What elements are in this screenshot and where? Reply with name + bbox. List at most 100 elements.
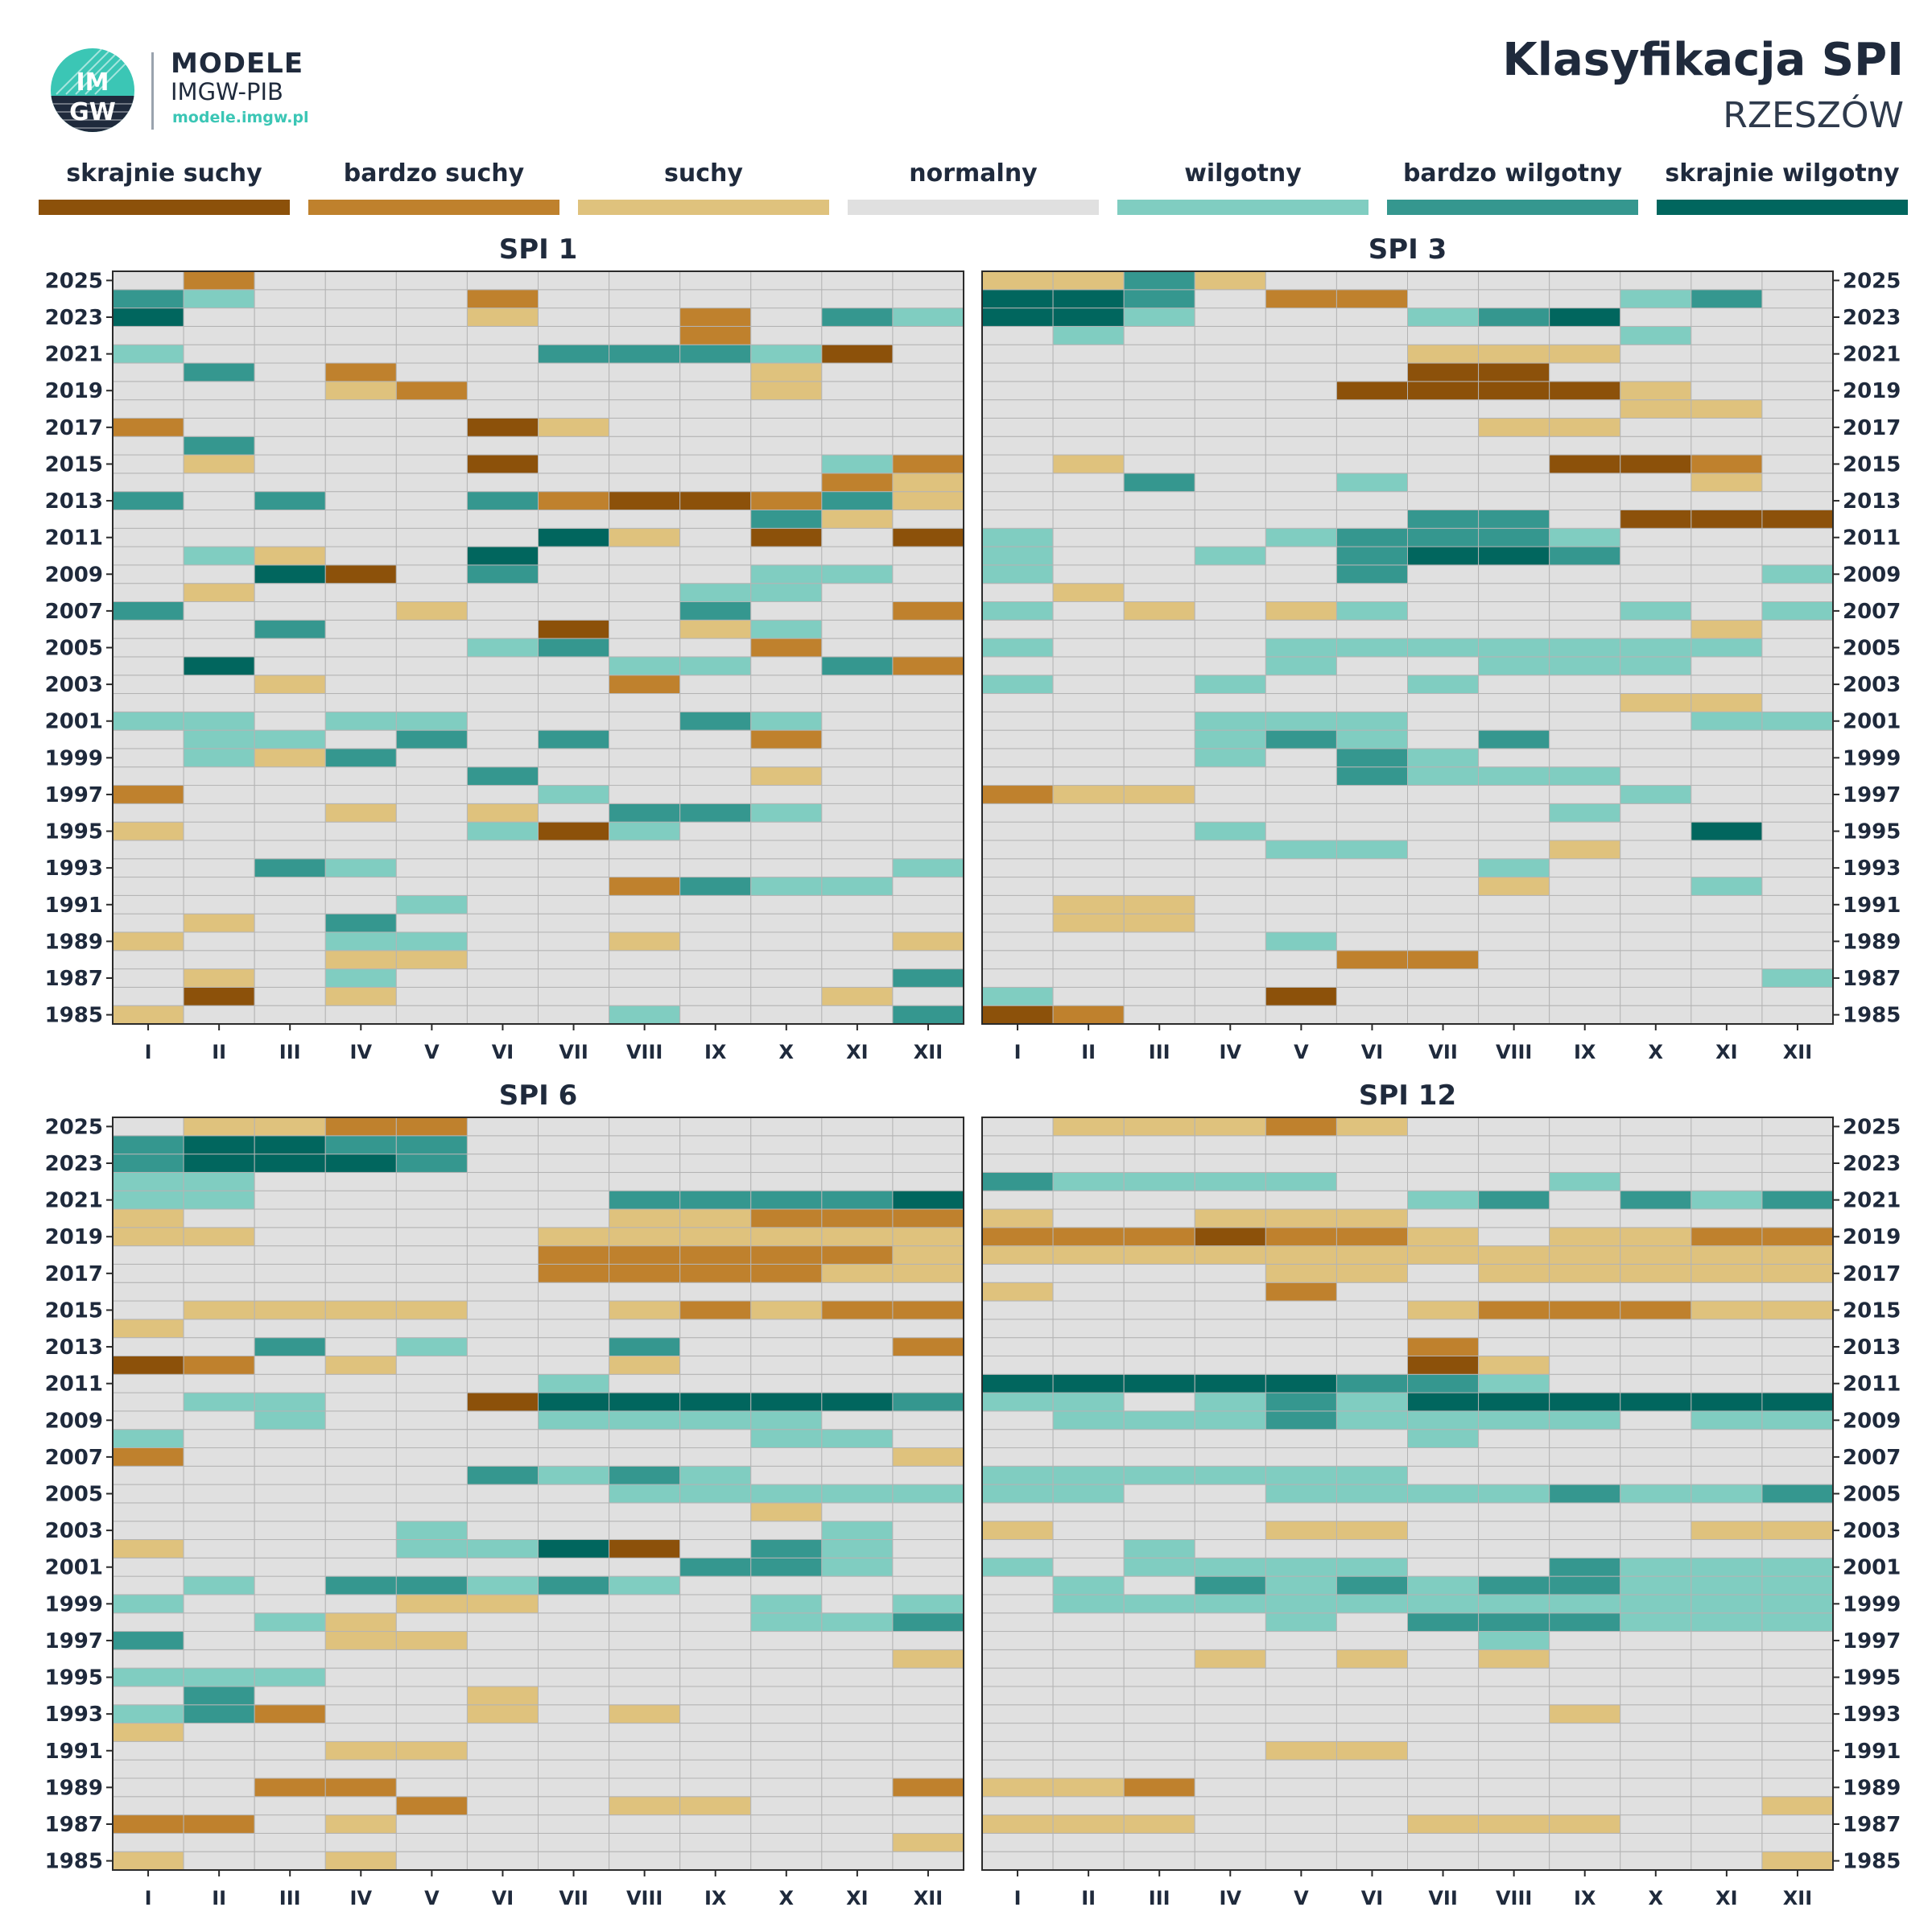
heatmap-cell <box>1265 344 1337 364</box>
heatmap-cell <box>1690 877 1763 896</box>
heatmap-cell <box>750 1594 823 1614</box>
heatmap-cell <box>1690 1667 1763 1687</box>
heatmap-cell <box>1407 362 1480 382</box>
heatmap-cell <box>609 564 681 584</box>
heatmap-cell <box>1761 1245 1834 1265</box>
heatmap-cell <box>1620 1245 1692 1265</box>
heatmap-cell <box>1549 986 1621 1006</box>
heatmap-cell <box>254 1135 326 1155</box>
heatmap-cell <box>1620 601 1692 621</box>
heatmap-cell <box>466 1484 539 1504</box>
heatmap-cell <box>1194 583 1266 602</box>
heatmap-cell <box>1407 1263 1480 1283</box>
heatmap-cell <box>1620 1373 1692 1393</box>
heatmap-cell <box>981 729 1054 749</box>
heatmap-cell <box>1052 1851 1125 1871</box>
heatmap-cell <box>821 509 894 529</box>
heatmap-panel: SPI 6I II III IV V VI VII VIII IX X XI XII198519871… <box>45 1080 964 1909</box>
heatmap-cell <box>981 344 1054 364</box>
heatmap-cell <box>1478 1117 1550 1137</box>
heatmap-cell <box>1478 1521 1550 1541</box>
heatmap-cell <box>1052 601 1125 621</box>
heatmap-cell <box>892 1190 964 1210</box>
heatmap-cell <box>679 527 752 547</box>
heatmap-cell <box>1052 1117 1125 1137</box>
heatmap-cell <box>1761 417 1834 437</box>
heatmap-cell <box>1620 308 1692 327</box>
heatmap-cell <box>679 1612 752 1633</box>
heatmap-cell <box>1123 1429 1195 1448</box>
heatmap-cell <box>112 1135 184 1155</box>
heatmap-cell <box>183 693 255 712</box>
heatmap-cell <box>1761 950 1834 970</box>
heatmap-cell <box>112 729 184 749</box>
heatmap-cell <box>1052 711 1125 731</box>
heatmap-cell <box>821 1832 894 1852</box>
heatmap-cell <box>609 491 681 510</box>
heatmap-cell <box>1335 1631 1408 1650</box>
heatmap-cell <box>1194 693 1266 712</box>
heatmap-cell <box>1265 729 1337 749</box>
heatmap-cell <box>1478 1814 1550 1834</box>
heatmap-cell <box>466 913 539 933</box>
heatmap-cell <box>981 362 1054 382</box>
heatmap-cell <box>1052 931 1125 952</box>
heatmap-cell <box>1761 894 1834 914</box>
heatmap-cell <box>254 675 326 695</box>
logo-url[interactable]: modele.imgw.pl <box>172 109 309 126</box>
heatmap-cell <box>466 399 539 419</box>
heatmap-cell <box>1620 1814 1692 1834</box>
heatmap-cell <box>750 1154 823 1173</box>
heatmap-cell <box>254 1484 326 1504</box>
heatmap-cell <box>112 362 184 382</box>
heatmap-cell <box>395 1005 468 1025</box>
heatmap-cell <box>1620 729 1692 749</box>
heatmap-cell <box>679 583 752 602</box>
y-tick-label: 2009 <box>45 563 103 587</box>
heatmap-cell <box>466 785 539 804</box>
heatmap-cell <box>1761 1282 1834 1302</box>
heatmap-cell <box>1478 986 1550 1006</box>
heatmap-cell <box>609 399 681 419</box>
heatmap-cell <box>324 1649 397 1669</box>
heatmap-cell <box>1549 1410 1621 1430</box>
heatmap-cell <box>395 1337 468 1356</box>
heatmap-cell <box>324 803 397 823</box>
heatmap-cell <box>1620 840 1692 860</box>
heatmap-cell <box>1265 675 1337 695</box>
heatmap-cell <box>1478 1851 1550 1871</box>
heatmap-cell <box>679 1245 752 1265</box>
heatmap-cell <box>1194 1723 1266 1742</box>
heatmap-cell <box>254 289 326 309</box>
heatmap-cell <box>1123 894 1195 914</box>
heatmap-cell <box>1620 656 1692 676</box>
heatmap-cell <box>981 711 1054 731</box>
heatmap-cell <box>892 1300 964 1320</box>
y-tick-label: 2021 <box>1843 1189 1901 1213</box>
heatmap-cell <box>112 1005 184 1025</box>
heatmap-cell <box>821 583 894 602</box>
heatmap-cell <box>981 1502 1054 1522</box>
heatmap-cell <box>892 1740 964 1761</box>
heatmap-cell <box>1478 913 1550 933</box>
heatmap-cell <box>395 289 468 309</box>
y-tick-label: 1989 <box>1843 930 1901 954</box>
x-tick-label: IX <box>1574 1887 1596 1909</box>
heatmap-cell <box>254 454 326 474</box>
heatmap-cell <box>538 766 610 786</box>
heatmap-cell <box>183 1832 255 1852</box>
heatmap-cell <box>1478 785 1550 804</box>
heatmap-cell <box>395 270 468 291</box>
heatmap-cell <box>1265 1465 1337 1485</box>
y-tick-label: 2001 <box>1843 1556 1901 1580</box>
heatmap-cell <box>254 748 326 768</box>
heatmap-cell <box>750 693 823 712</box>
heatmap-cell <box>1620 1777 1692 1798</box>
heatmap-cell <box>1407 1575 1480 1596</box>
heatmap-cell <box>1690 1355 1763 1375</box>
heatmap-cell <box>538 1814 610 1834</box>
heatmap-cell <box>1620 436 1692 456</box>
heatmap-cell <box>538 1005 610 1025</box>
heatmap-cell <box>1123 344 1195 364</box>
heatmap-cell <box>1335 1410 1408 1430</box>
